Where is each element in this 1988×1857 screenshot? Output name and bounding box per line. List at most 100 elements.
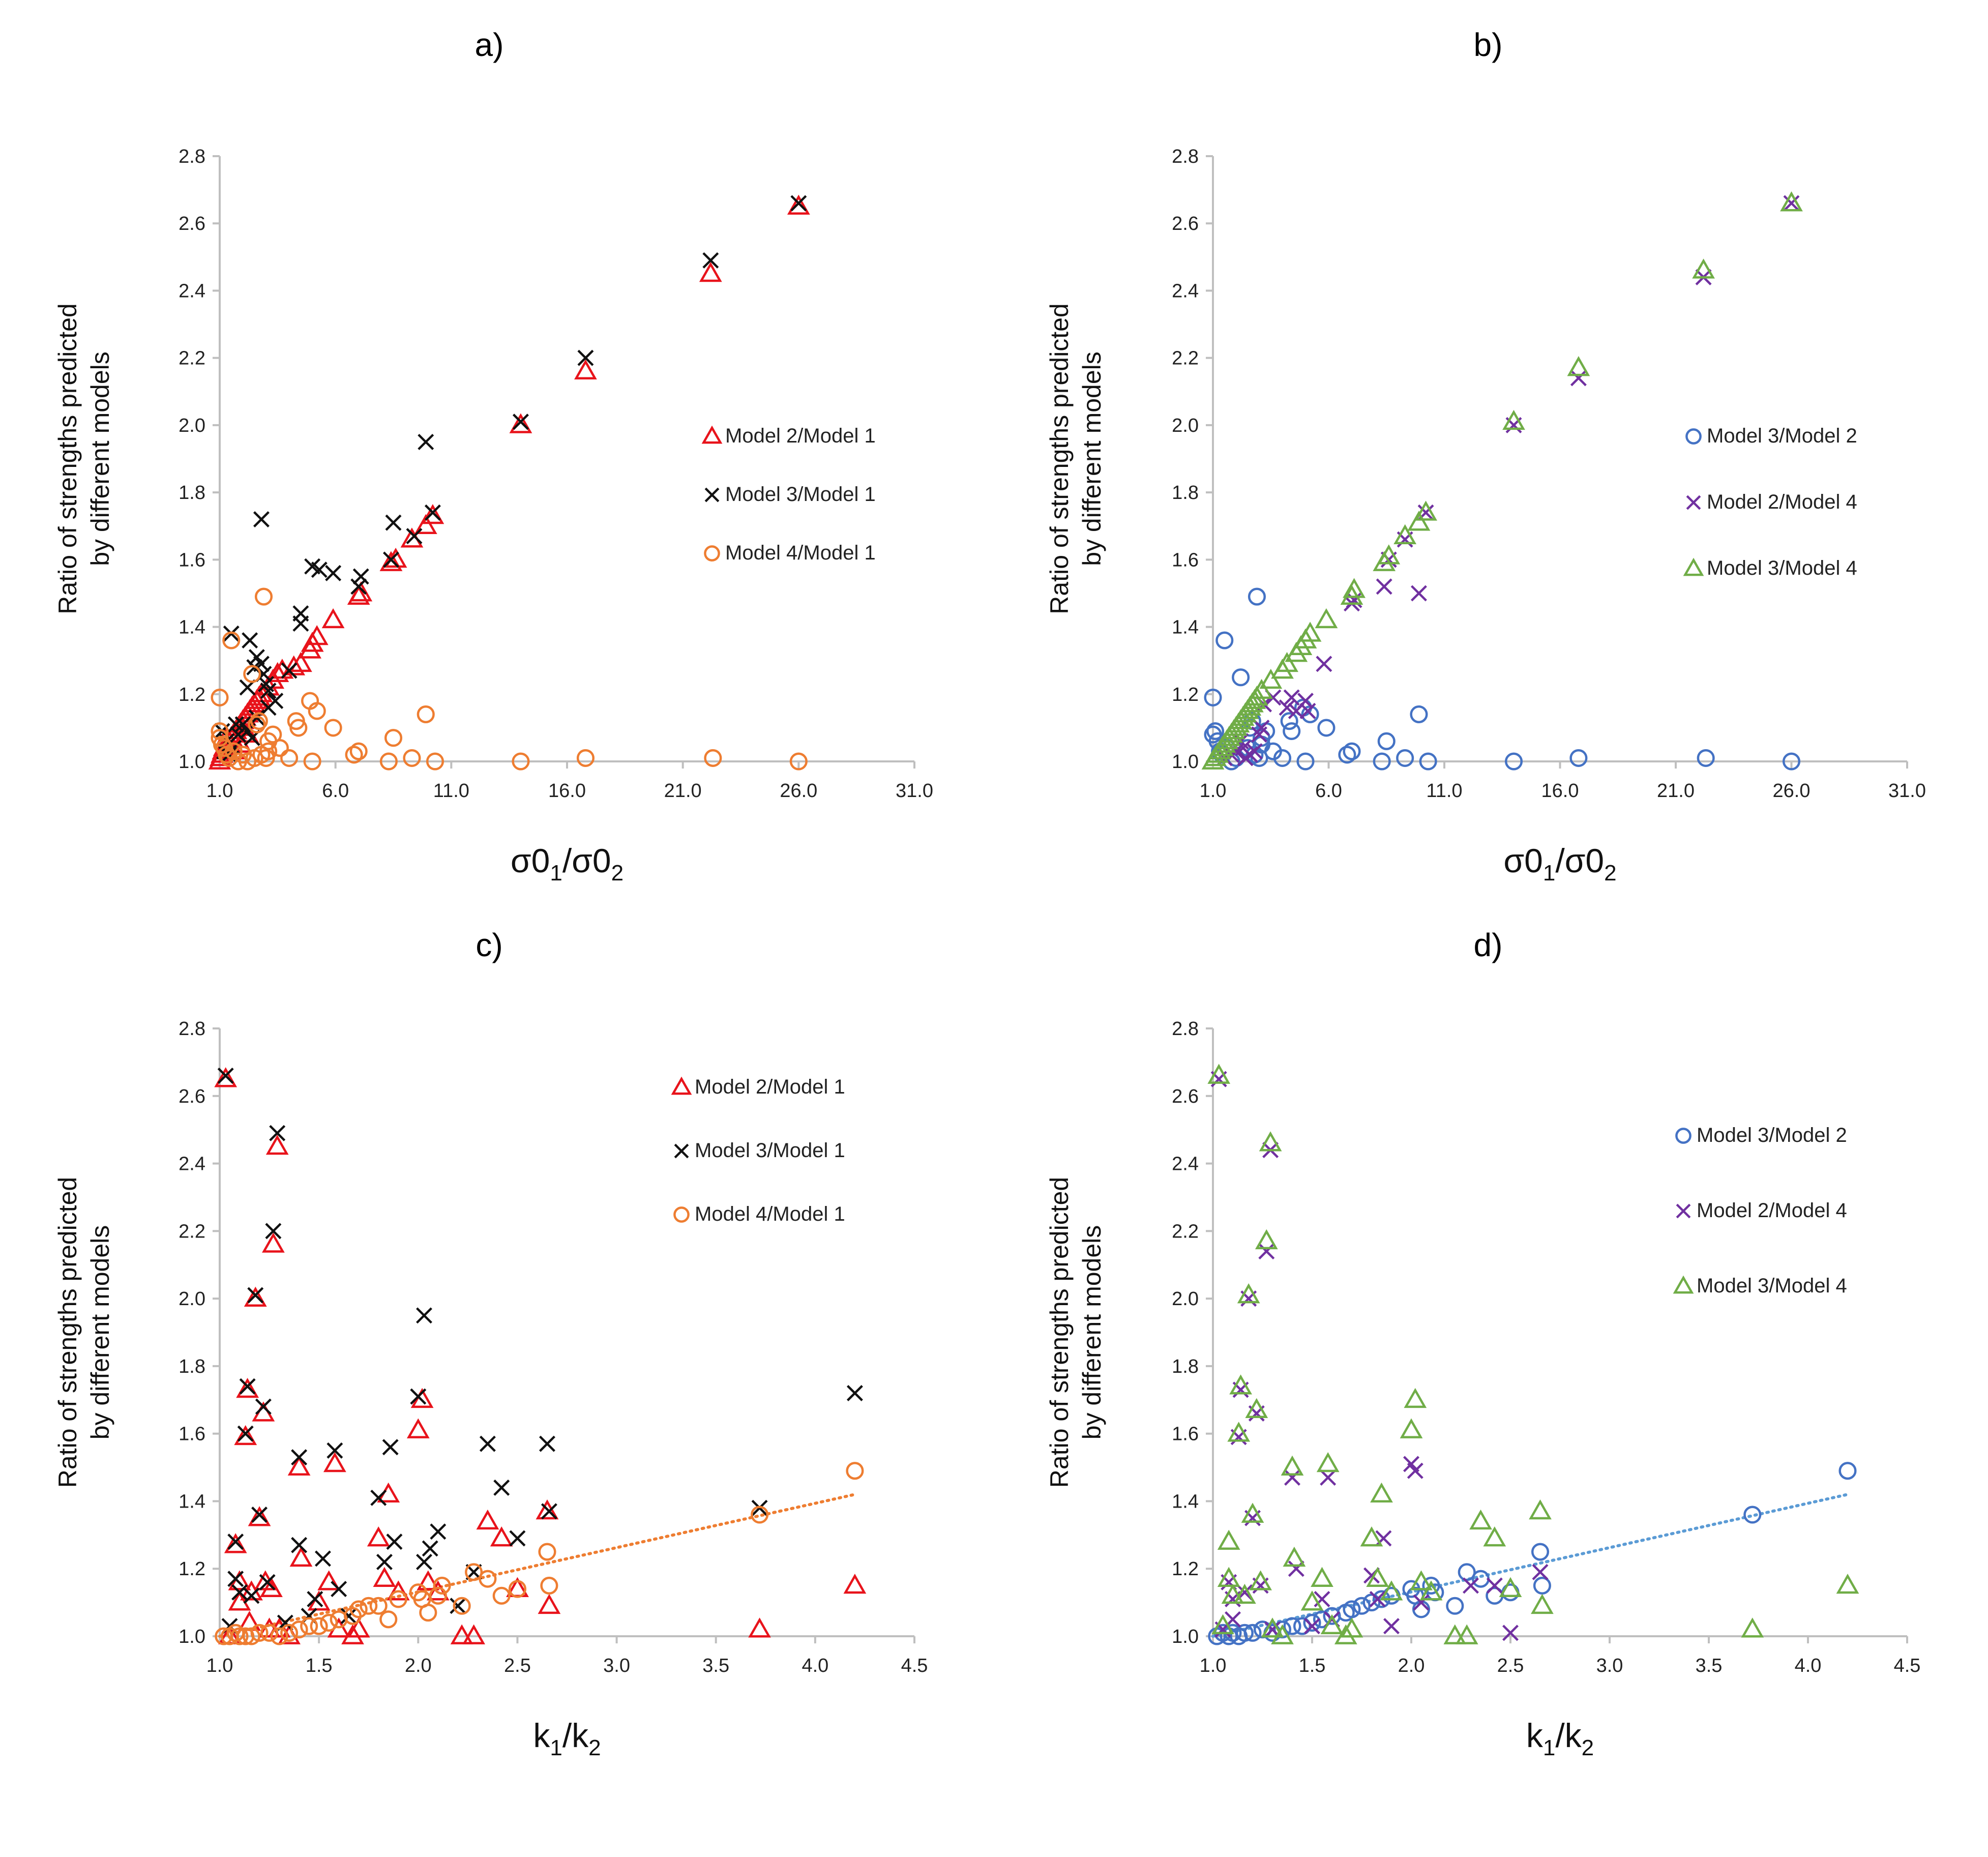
x-axis-label-part: /: [562, 1717, 572, 1754]
y-axis-label-line: Ratio of strengths predicted: [1045, 1177, 1074, 1488]
triangle-point: [1283, 1546, 1306, 1567]
circle-point: [1283, 1617, 1301, 1635]
x-point: [577, 349, 594, 366]
y-tick-label: 2.4: [1172, 1154, 1199, 1175]
x-tick-label: 6.0: [322, 780, 349, 802]
circle-point: [1343, 1600, 1361, 1618]
triangle-point: [1249, 1570, 1272, 1590]
x-point: [1253, 719, 1270, 736]
x-point: [422, 1540, 438, 1557]
x-point: [1346, 592, 1362, 608]
circle-point: [1569, 749, 1588, 767]
x-point: [314, 1550, 331, 1567]
circle-point: [429, 1586, 447, 1605]
x-point: [327, 1442, 343, 1459]
legend-label: Model 2/Model 1: [725, 425, 876, 447]
legend-marker: [1686, 495, 1701, 510]
circle-point: [453, 1597, 471, 1615]
triangle-point: [1227, 1422, 1251, 1442]
triangle-point: [462, 1624, 485, 1644]
y-tick-label: 1.6: [179, 1424, 205, 1445]
circle-point: [1250, 749, 1268, 767]
x-point: [239, 1378, 256, 1395]
circle-point: [1248, 587, 1266, 606]
series-3: [1201, 191, 1803, 770]
legend-marker: [674, 1143, 689, 1159]
triangle-point: [289, 652, 312, 672]
circle-point: [1283, 722, 1301, 741]
circle-point: [369, 1597, 388, 1615]
triangle-point: [1217, 1529, 1240, 1550]
x-point: [291, 1449, 308, 1466]
legend-marker: [1675, 1128, 1692, 1144]
circle-point: [222, 631, 241, 650]
x-axis-label: σ01/σ02: [511, 842, 624, 886]
x-point: [1486, 1577, 1503, 1594]
series-3: [215, 1462, 864, 1645]
circle-point: [417, 705, 435, 723]
legend-marker: [704, 545, 720, 562]
x-tick-label: 21.0: [1657, 780, 1695, 802]
series-2: [217, 1067, 863, 1635]
x-axis-label-subscript: 1: [1543, 861, 1555, 886]
circle-point: [239, 752, 257, 771]
circle-point: [254, 587, 273, 606]
circle-point: [1458, 1563, 1476, 1581]
y-tick-label: 1.6: [179, 549, 205, 571]
triangle-point: [1393, 524, 1417, 544]
y-tick-label: 2.8: [179, 146, 205, 167]
panel-label: a): [475, 26, 504, 63]
x-point: [253, 511, 270, 527]
x-point: [1246, 743, 1263, 760]
x-tick-label: 2.0: [1398, 1655, 1425, 1676]
circle-point: [1206, 722, 1225, 741]
triangle-point: [224, 1533, 247, 1553]
x-point: [702, 252, 719, 269]
x-point: [1283, 689, 1300, 706]
circle-point: [250, 712, 268, 730]
x-axis-label-part: /: [1555, 842, 1565, 879]
x-point: [231, 1584, 248, 1601]
circle-point: [1235, 1624, 1254, 1642]
x-axis-label-part: k: [572, 1717, 589, 1754]
circle-point: [1446, 1597, 1464, 1615]
circle-point: [360, 1597, 378, 1615]
triangle-point: [289, 1546, 313, 1567]
circle-point: [1303, 1613, 1321, 1632]
circle-point: [1232, 668, 1250, 687]
x-point: [1320, 1469, 1337, 1486]
legend-label: Model 3/Model 1: [725, 483, 876, 506]
x-point: [230, 726, 247, 743]
x-axis-label-part: σ0: [511, 842, 550, 879]
triangle-point: [244, 1286, 267, 1307]
triangle-point: [323, 1452, 346, 1472]
x-point: [269, 1125, 286, 1141]
circle-point: [433, 1576, 451, 1595]
circle-point: [419, 1603, 437, 1622]
x-point: [430, 1523, 447, 1540]
x-point: [450, 1598, 466, 1614]
circle-point: [846, 1462, 864, 1480]
circle-point: [242, 1627, 260, 1645]
circle-point: [320, 1613, 338, 1632]
triangle-point: [1275, 652, 1298, 672]
y-tick-label: 2.6: [1172, 213, 1199, 234]
circle-point: [1296, 752, 1315, 771]
y-axis-label-line: Ratio of strengths predicted: [53, 1177, 82, 1488]
triangle-point: [1414, 500, 1437, 521]
triangle-point: [321, 608, 345, 629]
circle-point: [1293, 1617, 1312, 1635]
triangle-point: [265, 1134, 289, 1155]
circle-point: [345, 746, 363, 764]
x-point: [237, 1425, 254, 1442]
triangle-point: [1502, 409, 1525, 430]
circle-point: [290, 1620, 308, 1639]
x-point: [227, 716, 244, 733]
triangle-point: [367, 1526, 390, 1547]
circle-point: [300, 1617, 318, 1635]
trendline: [218, 1493, 856, 1638]
x-tick-label: 11.0: [1426, 780, 1462, 802]
chart-panel-4: d) 1.0 1.2 1.4 1.6 1.8 2.0 2.2 2.4 2.6 2.8 1.0 1.5 2.…: [1045, 927, 1920, 1760]
triangle-point: [1741, 1617, 1764, 1638]
triangle-point: [1443, 1624, 1467, 1644]
